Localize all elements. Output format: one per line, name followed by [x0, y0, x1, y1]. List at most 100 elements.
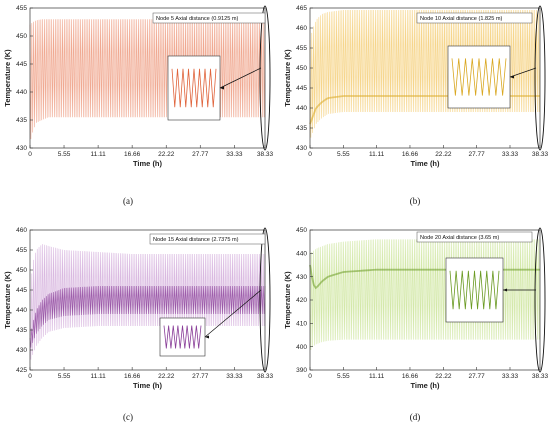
legend-box [152, 12, 266, 24]
y-tick-label: 435 [16, 117, 27, 124]
panel-label: (d) [410, 412, 421, 422]
plot-frame [29, 229, 266, 371]
legend-label: Node 15 Axial distance (2.7375 m) [153, 237, 239, 243]
x-tick-label: 22.22 [158, 151, 175, 158]
legend-label: Node 10 Axial distance (1.825 m) [420, 16, 503, 22]
x-tick-label: 22.22 [435, 373, 452, 380]
arrow-head-icon [205, 335, 209, 339]
zoom-inset [167, 55, 262, 121]
y-tick-label: 400 [296, 344, 307, 351]
y-tick-label: 435 [16, 327, 27, 334]
x-tick-label: 11.11 [90, 151, 106, 158]
x-tick-label: 38.33 [532, 373, 549, 380]
y-tick-label: 465 [296, 5, 307, 12]
inset-frame [159, 317, 206, 357]
legend-box [416, 12, 533, 24]
x-tick-label: 16.66 [402, 151, 419, 158]
plot-area [30, 230, 265, 370]
inset-connector [219, 67, 262, 89]
legend-label: Node 5 Axial distance (0.9125 m) [156, 16, 239, 22]
x-tick-label: 5.55 [58, 373, 71, 380]
inset-series-line [451, 58, 507, 96]
plot-frame [29, 7, 266, 149]
zoom-inset [445, 257, 536, 323]
x-tick-label: 5.55 [337, 151, 350, 158]
legend: Node 20 Axial distance (3.65 m) [416, 231, 533, 243]
x-tick-label: 11.11 [90, 373, 106, 380]
x-tick-label: 33.33 [502, 373, 519, 380]
x-tick-label: 27.77 [468, 373, 485, 380]
inset-frame [167, 55, 221, 121]
y-tick-label: 440 [296, 105, 307, 112]
x-tick-label: 0 [308, 373, 312, 380]
y-tick-label: 455 [296, 45, 307, 52]
chart-panel-2: 430 435 440 445 450 455 460 465 0 5.55 11.11 16.66 2… [283, 5, 549, 206]
chart-panel-3: 425 430 435 440 445 450 455 460 0 5.55 11.11 16.66 2… [3, 227, 274, 422]
x-tick-label: 0 [28, 151, 32, 158]
inset-frame [445, 257, 504, 323]
y-tick-label: 455 [16, 247, 27, 254]
x-axis-label: Time (h) [133, 381, 163, 390]
y-tick-label: 450 [16, 267, 27, 274]
x-tick-label: 0 [308, 151, 312, 158]
legend-box [149, 233, 266, 245]
x-tick-label: 5.55 [337, 373, 350, 380]
oscillation-band [29, 19, 266, 140]
x-tick-label: 27.77 [468, 151, 485, 158]
inset-frame [447, 45, 511, 109]
series-line-inner [29, 285, 266, 348]
x-tick-label: 0 [28, 373, 32, 380]
legend: Node 10 Axial distance (1.825 m) [416, 12, 533, 24]
oscillation-band [29, 244, 266, 360]
x-axis-label: Time (h) [410, 159, 440, 168]
panel-label: (b) [410, 196, 421, 206]
arrow-head-icon [503, 288, 507, 292]
series-line [29, 19, 266, 140]
legend-label: Node 20 Axial distance (3.65 m) [420, 235, 499, 241]
y-tick-label: 430 [296, 274, 307, 281]
zoom-ellipse [534, 227, 546, 373]
y-tick-label: 430 [296, 145, 307, 152]
y-tick-label: 420 [296, 297, 307, 304]
legend-box [416, 231, 533, 243]
y-tick-label: 460 [16, 227, 27, 234]
y-tick-label: 450 [296, 65, 307, 72]
inset-connector [204, 289, 262, 338]
chart-panel-1: 430 435 440 445 450 455 0 5.55 11.11 16.66 22.22 27… [3, 5, 274, 206]
y-tick-label: 455 [16, 5, 27, 12]
x-tick-label: 22.22 [435, 151, 452, 158]
y-axis-label: Temperature (K) [3, 49, 12, 107]
y-tick-label: 445 [296, 85, 307, 92]
y-tick-label: 430 [16, 347, 27, 354]
x-tick-label: 38.33 [257, 373, 274, 380]
panel-label: (a) [123, 196, 133, 206]
y-axis-label: Temperature (K) [283, 49, 292, 107]
x-tick-label: 16.66 [124, 373, 141, 380]
y-tick-label: 450 [16, 33, 27, 40]
x-tick-label: 38.33 [257, 151, 274, 158]
arrow-head-icon [510, 75, 514, 79]
zoom-ellipse [534, 5, 546, 151]
chart-panel-4: 390 400 410 420 430 440 450 0 5.55 11.11 16.66 22.2… [283, 227, 549, 422]
y-tick-label: 440 [296, 251, 307, 258]
y-tick-label: 445 [16, 287, 27, 294]
x-tick-label: 33.33 [502, 151, 519, 158]
x-tick-label: 33.33 [226, 151, 243, 158]
y-tick-label: 390 [296, 367, 307, 374]
x-tick-label: 27.77 [192, 373, 209, 380]
x-axis-label: Time (h) [133, 159, 163, 168]
x-axis-label: Time (h) [410, 381, 440, 390]
inset-series-line [171, 68, 217, 108]
y-tick-label: 440 [16, 89, 27, 96]
y-axis-label: Temperature (K) [3, 271, 12, 329]
inset-series-line [163, 325, 202, 349]
zoom-ellipse [259, 227, 271, 373]
y-tick-label: 450 [296, 227, 307, 234]
legend: Node 15 Axial distance (2.7375 m) [149, 233, 266, 245]
y-tick-label: 445 [16, 61, 27, 68]
x-tick-label: 33.33 [226, 373, 243, 380]
x-tick-label: 27.77 [192, 151, 209, 158]
y-tick-label: 410 [296, 321, 307, 328]
zoom-inset [159, 289, 262, 357]
